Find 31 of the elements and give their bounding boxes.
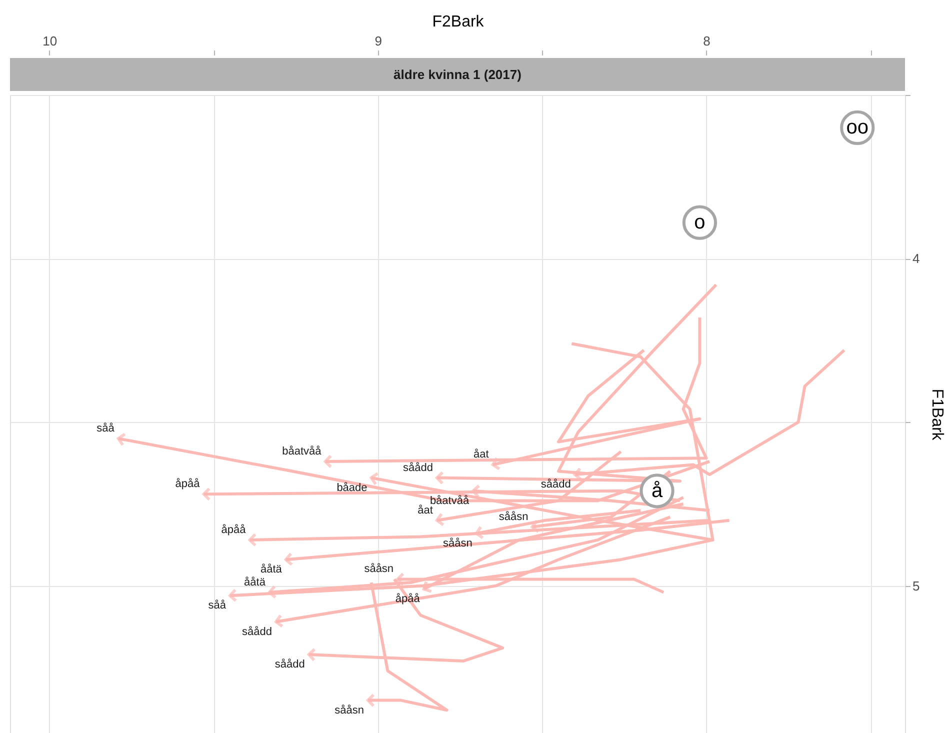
series-label: såådd xyxy=(540,478,571,491)
series-label: båatvåå xyxy=(430,494,470,507)
x-tick-label: 10 xyxy=(42,34,58,48)
y-axis-title: F1Bark xyxy=(928,388,946,442)
series-label: såå xyxy=(208,600,227,612)
series-label: åat xyxy=(474,448,489,461)
series-label: åpåå xyxy=(221,524,247,536)
series-label: såådd xyxy=(242,626,272,638)
chart-title: äldre kvinna 1 (2017) xyxy=(394,67,522,82)
series-label: såådd xyxy=(274,658,305,670)
annotation: oo xyxy=(846,116,868,139)
y-tick-label: 5 xyxy=(912,578,920,594)
y-tick-label: 4 xyxy=(912,251,920,266)
series-label: sååsn xyxy=(443,537,472,550)
x-tick-label: 9 xyxy=(374,34,382,48)
x-axis-title: F2Bark xyxy=(432,14,485,30)
series-label: åpåå xyxy=(175,478,201,490)
series-label: sååsn xyxy=(334,704,364,716)
series-label: såådd xyxy=(402,462,433,474)
series-label: åpåå xyxy=(395,593,421,606)
series-label: åat xyxy=(418,504,433,516)
x-tick-label: 8 xyxy=(703,34,710,48)
series-label: såå xyxy=(96,422,116,435)
series-label: ååtä xyxy=(244,576,266,588)
series-label: ååtä xyxy=(260,564,283,576)
annotation: å xyxy=(651,480,664,502)
series-label: båatvåå xyxy=(282,445,322,458)
series-label: båade xyxy=(336,482,368,494)
series-label: sååsn xyxy=(498,510,528,523)
annotation: o xyxy=(694,212,706,234)
series-label: sååsn xyxy=(364,563,394,576)
